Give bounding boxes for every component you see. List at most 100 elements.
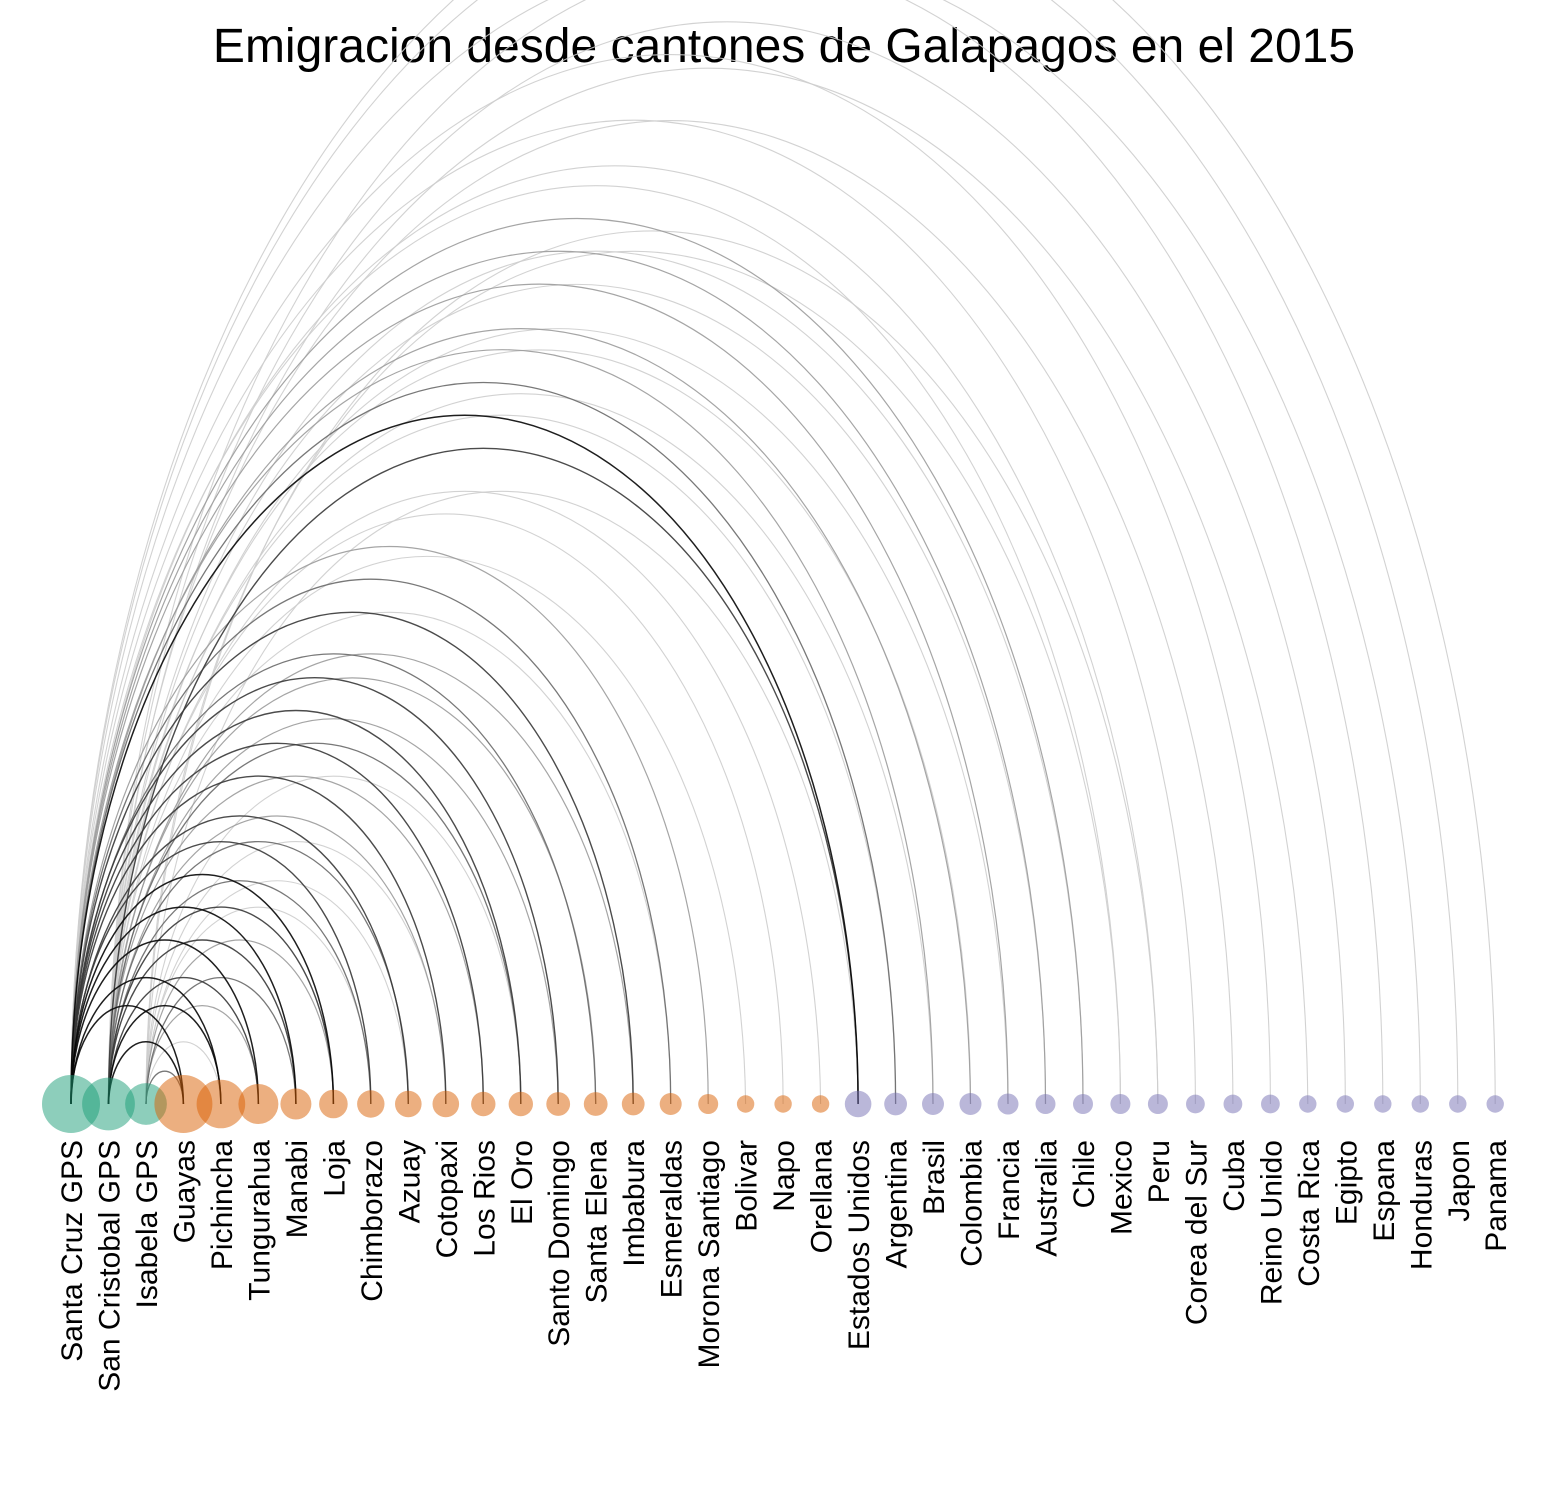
node-label-estados-unidos: Estados Unidos <box>843 1140 876 1350</box>
node-label-japon: Japon <box>1443 1140 1476 1222</box>
node-santo-domingo <box>546 1092 571 1116</box>
node-colombia <box>959 1093 982 1115</box>
node-argentina <box>884 1092 907 1116</box>
node-esmeraldas <box>659 1093 682 1115</box>
labels-layer: Santa Cruz GPS San Cristobal GPS Isabela G… <box>56 1140 1513 1392</box>
arc-san-cristobal-gps-napo <box>107 513 784 1105</box>
arc-san-cristobal-gps-el-oro <box>107 742 522 1105</box>
chart-title: Emigracion desde cantones de Galapagos e… <box>212 20 1356 73</box>
node-label-francia: Francia <box>993 1140 1026 1240</box>
node-label-egipto: Egipto <box>1330 1140 1363 1225</box>
node-chile <box>1073 1094 1093 1114</box>
arc-santa-cruz-gps-francia <box>70 283 1009 1105</box>
node-peru <box>1147 1094 1168 1114</box>
node-mexico <box>1110 1094 1131 1114</box>
node-label-cuba: Cuba <box>1218 1140 1251 1212</box>
node-egipto <box>1336 1095 1355 1113</box>
arc-santa-cruz-gps-santo-domingo <box>70 677 559 1105</box>
arc-san-cristobal-gps-francia <box>107 328 1009 1105</box>
node-label-corea-del-sur: Corea del Sur <box>1180 1140 1213 1325</box>
node-label-reino-unido: Reino Unido <box>1255 1140 1288 1305</box>
arc-santa-cruz-gps-azuay <box>70 815 409 1105</box>
node-label-bolivar: Bolivar <box>731 1140 764 1232</box>
node-santa-elena <box>583 1092 608 1116</box>
arc-san-cristobal-gps-orellana <box>107 490 822 1105</box>
arc-san-cristobal-gps-chimborazo <box>107 880 372 1105</box>
arc-isabela-gps-mexico <box>145 250 1121 1105</box>
node-japon <box>1449 1095 1467 1113</box>
node-honduras <box>1411 1095 1430 1113</box>
node-label-guayas: Guayas <box>168 1140 201 1243</box>
node-orellana <box>811 1095 830 1113</box>
arc-santa-cruz-gps-chile <box>70 217 1084 1105</box>
node-brasil <box>922 1093 944 1115</box>
node-label-azuay: Azuay <box>393 1140 426 1223</box>
arc-santa-cruz-gps-brasil <box>70 349 934 1105</box>
arcs-layer <box>70 0 1496 1105</box>
arc-santa-cruz-gps-los-rios <box>70 742 484 1105</box>
arc-santa-cruz-gps-loja <box>70 873 335 1105</box>
arc-san-cristobal-gps-esmeraldas <box>107 611 672 1105</box>
node-bolivar <box>736 1095 755 1113</box>
arc-santa-cruz-gps-peru <box>70 165 1159 1105</box>
node-label-orellana: Orellana <box>806 1140 839 1254</box>
node-espana <box>1374 1095 1392 1113</box>
node-label-esmeraldas: Esmeraldas <box>656 1140 689 1298</box>
arc-santa-cruz-gps-pichincha <box>70 976 222 1105</box>
node-label-manabi: Manabi <box>281 1140 314 1238</box>
node-estados-unidos <box>844 1090 872 1118</box>
arc-san-cristobal-gps-egipto <box>107 21 1346 1105</box>
arc-santa-cruz-gps-morona-santiago <box>70 545 709 1105</box>
arc-santa-cruz-gps-mexico <box>70 185 1121 1105</box>
node-label-tungurahua: Tungurahua <box>243 1140 276 1301</box>
arc-san-cristobal-gps-tungurahua <box>107 976 260 1105</box>
arc-isabela-gps-manabi <box>145 977 297 1105</box>
node-label-costa-rica: Costa Rica <box>1293 1140 1326 1287</box>
node-label-san-cristobal-gps: San Cristobal GPS <box>94 1140 127 1392</box>
node-chimborazo <box>357 1090 385 1118</box>
node-label-espana: Espana <box>1368 1140 1401 1242</box>
node-san-cristobal-gps <box>82 1077 135 1131</box>
node-francia <box>997 1093 1019 1115</box>
arc-santa-cruz-gps-espana <box>70 0 1384 1105</box>
node-pichincha <box>196 1079 246 1129</box>
arc-san-cristobal-gps-honduras <box>107 0 1421 1105</box>
node-label-napo: Napo <box>768 1140 801 1212</box>
node-label-honduras: Honduras <box>1405 1140 1438 1270</box>
node-label-argentina: Argentina <box>881 1140 914 1269</box>
node-label-cotopaxi: Cotopaxi <box>431 1140 464 1258</box>
arc-santa-cruz-gps-esmeraldas <box>70 578 672 1105</box>
node-reino-unido <box>1261 1094 1280 1114</box>
arc-san-cristobal-gps-los-rios <box>107 775 484 1105</box>
node-panama <box>1486 1095 1504 1113</box>
arc-santa-cruz-gps-japon <box>70 0 1459 1105</box>
node-label-santa-cruz-gps: Santa Cruz GPS <box>56 1140 89 1362</box>
arc-san-cristobal-gps-bolivar <box>107 555 747 1105</box>
node-napo <box>774 1095 792 1113</box>
node-imbabura <box>621 1092 645 1116</box>
arc-san-cristobal-gps-pichincha <box>107 1004 222 1105</box>
arc-santa-cruz-gps-australia <box>70 250 1047 1105</box>
node-label-peru: Peru <box>1143 1140 1176 1203</box>
node-el-oro <box>508 1091 533 1117</box>
node-tungurahua <box>238 1084 279 1124</box>
arc-santa-cruz-gps-tungurahua <box>70 939 260 1105</box>
arc-santa-cruz-gps-cotopaxi <box>70 775 447 1105</box>
node-label-imbabura: Imbabura <box>618 1140 651 1267</box>
node-label-brasil: Brasil <box>918 1140 951 1215</box>
arc-santa-cruz-gps-manabi <box>70 906 297 1105</box>
arc-isabela-gps-estados-unidos <box>145 490 859 1105</box>
arc-santa-cruz-gps-colombia <box>70 328 972 1105</box>
node-costa-rica <box>1299 1095 1317 1113</box>
arc-san-cristobal-gps-loja <box>107 906 335 1105</box>
arc-san-cristobal-gps-manabi <box>107 939 297 1105</box>
arc-santa-cruz-gps-estados-unidos <box>70 414 859 1105</box>
arc-isabela-gps-azuay <box>145 880 409 1105</box>
arc-santa-cruz-gps-reino-unido <box>70 54 1271 1105</box>
arc-san-cristobal-gps-costa-rica <box>107 67 1309 1105</box>
node-label-pichincha: Pichincha <box>206 1140 239 1270</box>
nodes-layer <box>42 1075 1504 1133</box>
node-cuba <box>1223 1094 1243 1114</box>
arc-san-cristobal-gps-brasil <box>107 393 934 1105</box>
node-label-australia: Australia <box>1031 1140 1064 1257</box>
